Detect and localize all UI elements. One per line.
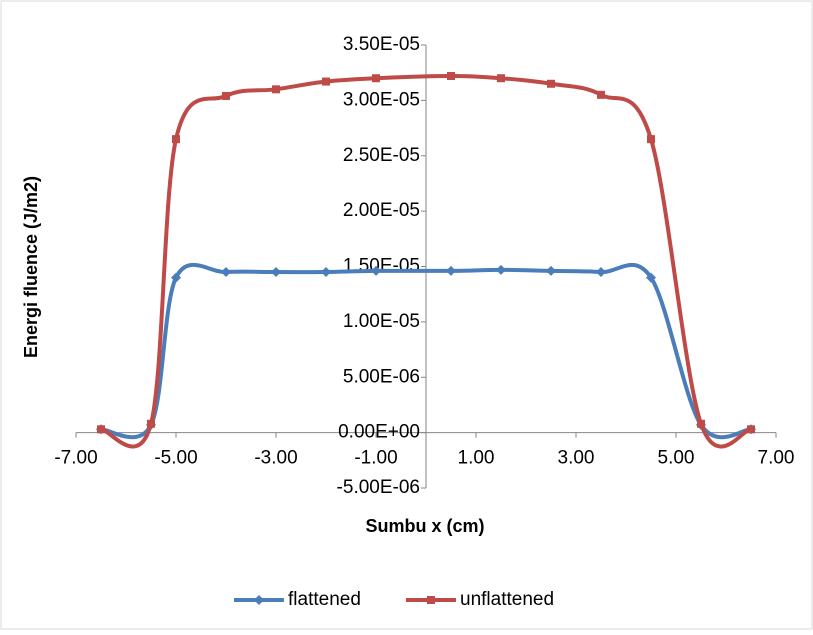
point: [222, 92, 230, 100]
y-tick-label: 0.00E+00: [338, 422, 420, 443]
y-tick-label: 2.00E-05: [343, 200, 420, 221]
point: [747, 425, 755, 433]
page: Sumbu x (cm) Energi fluence (J/m2) -5.00…: [0, 0, 813, 635]
point: [172, 135, 180, 143]
x-tick-label: 3.00: [558, 448, 595, 469]
legend-marker: [427, 596, 435, 604]
legend-label: flattened: [288, 589, 361, 610]
point: [147, 420, 155, 428]
y-tick-label: -5.00E-06: [337, 477, 420, 498]
point: [597, 91, 605, 99]
legend-label: unflattened: [460, 589, 554, 610]
x-tick-label: -1.00: [354, 448, 397, 469]
y-tick-label: 2.50E-05: [343, 145, 420, 166]
point: [322, 78, 330, 86]
y-tick-label: 3.00E-05: [343, 89, 420, 110]
point: [547, 80, 555, 88]
y-tick-label: 3.50E-05: [343, 34, 420, 55]
x-tick-label: -3.00: [254, 448, 297, 469]
x-tick-label: -7.00: [54, 448, 97, 469]
x-tick-label: -5.00: [154, 448, 197, 469]
y-tick-label: 1.00E-05: [343, 311, 420, 332]
y-tick-label: 5.00E-06: [343, 366, 420, 387]
y-tick-label: 1.50E-05: [343, 256, 420, 277]
x-tick-label: 1.00: [458, 448, 495, 469]
x-tick-label: 5.00: [658, 448, 695, 469]
point: [372, 74, 380, 82]
x-tick-label: 7.00: [758, 448, 795, 469]
point: [447, 72, 455, 80]
chart: Sumbu x (cm) Energi fluence (J/m2) -5.00…: [0, 0, 813, 630]
point: [497, 74, 505, 82]
point: [272, 85, 280, 93]
x-axis-title: Sumbu x (cm): [365, 516, 484, 536]
y-axis-title: Energi fluence (J/m2): [21, 176, 41, 358]
point: [647, 135, 655, 143]
point: [97, 425, 105, 433]
point: [697, 420, 705, 428]
